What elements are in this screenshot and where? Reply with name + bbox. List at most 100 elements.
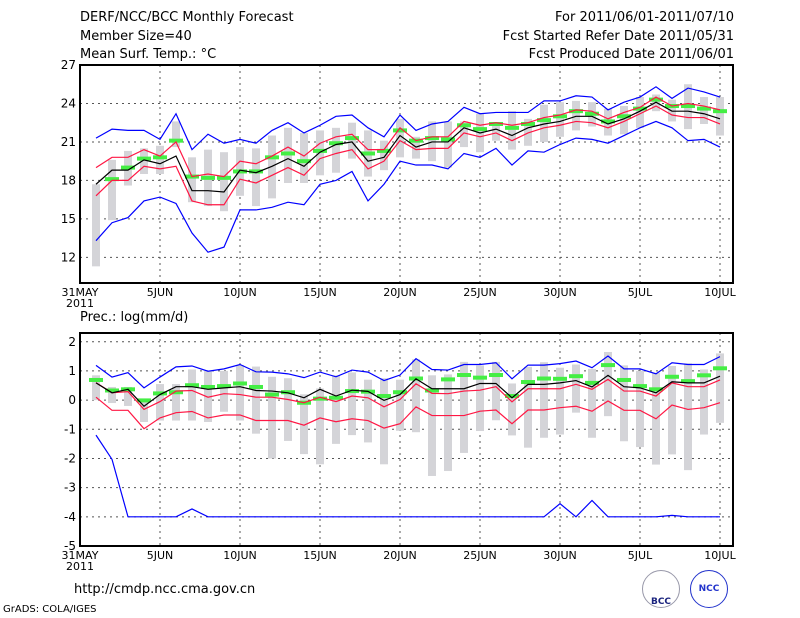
ensemble-range-bar bbox=[188, 369, 196, 421]
observed-marker bbox=[713, 109, 727, 114]
ensemble-range-bar bbox=[620, 106, 628, 135]
observed-marker bbox=[313, 396, 327, 401]
observed-marker bbox=[585, 380, 599, 385]
observed-marker bbox=[649, 387, 663, 392]
x-tick-label: 20JUN bbox=[383, 286, 417, 299]
ensemble-range-bar bbox=[332, 375, 340, 444]
y-tick-label: 18 bbox=[61, 173, 76, 187]
ensemble-range-bar bbox=[636, 97, 644, 128]
ensemble-range-bar bbox=[108, 159, 116, 221]
observed-marker bbox=[265, 155, 279, 160]
observed-marker bbox=[681, 104, 695, 109]
ensemble-range-bar bbox=[140, 148, 148, 174]
observed-marker bbox=[137, 156, 151, 161]
observed-marker bbox=[505, 125, 519, 130]
observed-marker bbox=[249, 384, 263, 389]
ensemble-range-bar bbox=[300, 394, 308, 455]
x-tick-label: 5JUL bbox=[628, 286, 653, 299]
ensemble-range-bar bbox=[204, 370, 212, 422]
upper-spread-line bbox=[95, 96, 721, 178]
ensemble-range-bar bbox=[556, 102, 564, 137]
figure-title: DERF/NCC/BCC Monthly Forecast bbox=[80, 10, 294, 25]
ensemble-range-bar bbox=[524, 118, 532, 146]
observed-marker bbox=[313, 148, 327, 153]
observed-marker bbox=[441, 137, 455, 142]
upper-spread-line bbox=[95, 378, 721, 411]
observed-marker bbox=[617, 114, 631, 119]
ensemble-range-bar bbox=[636, 370, 644, 448]
observed-marker bbox=[89, 377, 103, 382]
ensemble-range-bar bbox=[300, 132, 308, 183]
ensemble-range-bar bbox=[380, 140, 388, 171]
y-tick-label: 1 bbox=[68, 364, 76, 378]
min-line bbox=[95, 434, 720, 518]
observed-marker bbox=[569, 374, 583, 379]
x-tick-label: 15JUN bbox=[303, 549, 337, 562]
observed-marker bbox=[169, 390, 183, 395]
observed-marker bbox=[665, 374, 679, 379]
observed-marker bbox=[713, 366, 727, 371]
ensemble-range-bar bbox=[492, 361, 500, 421]
bcc-logo: BCC bbox=[642, 570, 680, 608]
observed-marker bbox=[217, 175, 231, 180]
observed-marker bbox=[601, 363, 615, 368]
ensemble-range-bar bbox=[668, 365, 676, 455]
ensemble-mean-line bbox=[95, 374, 721, 408]
observed-marker bbox=[425, 136, 439, 141]
ensemble-range-bar bbox=[412, 136, 420, 159]
ensemble-range-bar bbox=[252, 366, 260, 434]
ensemble-range-bar bbox=[156, 384, 164, 421]
ensemble-range-bar bbox=[396, 118, 404, 158]
ensemble-range-bar bbox=[396, 379, 404, 431]
lower-spread-line bbox=[95, 105, 721, 206]
y-tick-label: 27 bbox=[61, 58, 76, 72]
observed-marker bbox=[457, 373, 471, 378]
observed-marker bbox=[297, 159, 311, 164]
plot-frame bbox=[79, 332, 734, 547]
observed-marker bbox=[633, 106, 647, 111]
observed-marker bbox=[185, 383, 199, 388]
observed-marker bbox=[649, 97, 663, 102]
observed-marker bbox=[681, 379, 695, 384]
observed-marker bbox=[137, 398, 151, 403]
observed-marker bbox=[521, 380, 535, 385]
observed-marker bbox=[617, 377, 631, 382]
ensemble-range-bar bbox=[172, 121, 180, 148]
ensemble-range-bar bbox=[572, 100, 580, 131]
observed-marker bbox=[521, 121, 535, 126]
ensemble-range-bar bbox=[332, 127, 340, 173]
observed-marker bbox=[553, 376, 567, 381]
ensemble-range-bar bbox=[460, 121, 468, 148]
observed-marker bbox=[393, 128, 407, 133]
ncc-logo: NCC bbox=[690, 570, 728, 608]
ensemble-range-bar bbox=[540, 104, 548, 142]
ensemble-range-bar bbox=[588, 368, 596, 438]
x-tick-label: 5JUN bbox=[147, 286, 174, 299]
ensemble-range-bar bbox=[92, 184, 100, 267]
observed-marker bbox=[105, 388, 119, 393]
ensemble-range-bar bbox=[124, 386, 132, 406]
observed-marker bbox=[425, 388, 439, 393]
observed-marker bbox=[457, 123, 471, 128]
ensemble-range-bar bbox=[348, 372, 356, 436]
ensemble-range-bar bbox=[268, 376, 276, 459]
y-tick-label: 24 bbox=[61, 96, 76, 110]
ensemble-range-bar bbox=[284, 378, 292, 441]
source-url[interactable]: http://cmdp.ncc.cma.gov.cn bbox=[74, 582, 256, 597]
observed-marker bbox=[569, 109, 583, 114]
x-tick-label: 30JUN bbox=[543, 286, 577, 299]
ensemble-range-bar bbox=[188, 157, 196, 203]
observed-marker bbox=[281, 151, 295, 156]
x-tick-label: 31MAY bbox=[62, 549, 99, 562]
y-tick-label: -3 bbox=[64, 481, 76, 495]
started-date: Fcst Started Refer Date 2011/05/31 bbox=[502, 29, 734, 44]
observed-marker bbox=[201, 384, 215, 389]
ensemble-range-bar bbox=[716, 353, 724, 423]
y-tick-label: -2 bbox=[64, 451, 76, 465]
x-tick-label: 30JUN bbox=[543, 549, 577, 562]
observed-marker bbox=[393, 390, 407, 395]
x-tick-label: 10JUN bbox=[223, 286, 257, 299]
ensemble-range-bar bbox=[172, 384, 180, 421]
